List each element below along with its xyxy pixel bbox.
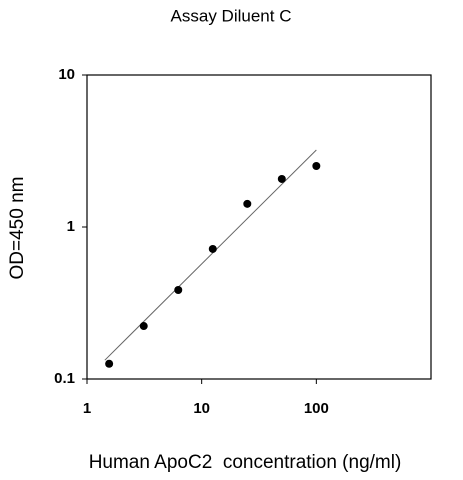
y-tick-label: 10 xyxy=(58,66,75,83)
x-tick-label: 100 xyxy=(304,400,329,417)
data-point xyxy=(312,161,321,170)
data-point xyxy=(105,359,114,368)
y-tick-label: 1 xyxy=(67,218,75,235)
data-point xyxy=(139,322,148,331)
x-axis-label: Human ApoC2 concentration (ng/ml) xyxy=(89,452,402,473)
data-point xyxy=(208,244,217,253)
data-point xyxy=(243,199,252,208)
plot-frame xyxy=(86,74,432,380)
data-point xyxy=(277,174,286,183)
x-tick-label: 1 xyxy=(83,400,91,417)
data-point xyxy=(174,286,183,295)
y-axis-label: OD=450 nm xyxy=(7,177,28,280)
y-tick-label: 0.1 xyxy=(54,370,75,387)
x-tick-label: 10 xyxy=(193,400,210,417)
chart-title: Assay Diluent C xyxy=(171,6,292,25)
